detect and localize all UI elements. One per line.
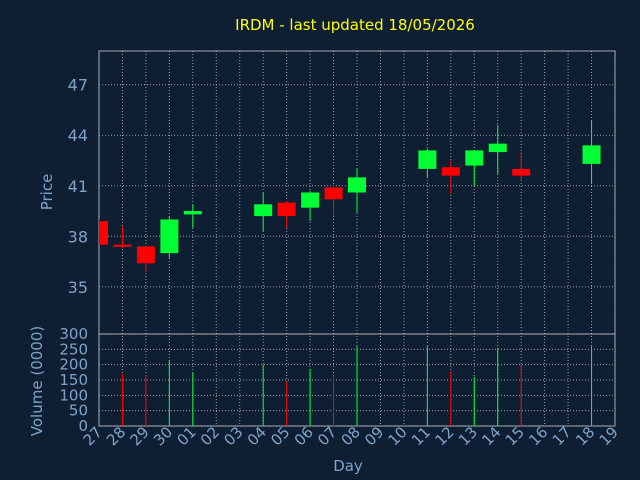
volume-tick-label: 50 bbox=[69, 402, 88, 420]
candle-body bbox=[418, 150, 437, 169]
candle-body bbox=[183, 211, 202, 215]
x-tick-label: 29 bbox=[127, 423, 153, 449]
volume-tick-label: 150 bbox=[59, 371, 88, 389]
chart-title: IRDM - last updated 18/05/2026 bbox=[235, 16, 475, 34]
x-tick-label: 03 bbox=[220, 423, 246, 449]
volume-tick-label: 300 bbox=[59, 325, 88, 343]
candles bbox=[99, 120, 601, 272]
x-tick-label: 02 bbox=[197, 423, 223, 449]
x-tick-label: 06 bbox=[291, 423, 317, 449]
candle-body bbox=[254, 204, 273, 217]
candle-body bbox=[441, 167, 460, 176]
candle-body bbox=[301, 192, 320, 208]
price-tick-label: 38 bbox=[68, 227, 88, 246]
volume-panel: 0501001502002503002728293001020304050607… bbox=[59, 325, 621, 449]
price-tick-label: 35 bbox=[68, 278, 88, 297]
x-tick-label: 10 bbox=[385, 423, 411, 449]
x-tick-label: 28 bbox=[103, 423, 129, 449]
volume-tick-label: 100 bbox=[59, 386, 88, 404]
candle-body bbox=[488, 143, 507, 153]
x-tick-label: 13 bbox=[455, 423, 481, 449]
candle-body bbox=[113, 244, 132, 247]
price-tick-label: 41 bbox=[68, 177, 88, 196]
x-axis-label: Day bbox=[333, 457, 363, 475]
candle-body bbox=[277, 202, 296, 217]
x-tick-label: 16 bbox=[525, 423, 551, 449]
candle-body bbox=[136, 246, 155, 264]
x-tick-label: 04 bbox=[244, 423, 270, 449]
x-tick-label: 07 bbox=[314, 423, 340, 449]
x-tick-label: 17 bbox=[549, 423, 575, 449]
volume-tick-label: 250 bbox=[59, 340, 88, 358]
x-tick-label: 30 bbox=[150, 423, 176, 449]
candle-body bbox=[160, 219, 179, 254]
x-tick-label: 12 bbox=[431, 423, 457, 449]
volume-tick-label: 0 bbox=[78, 417, 88, 435]
candle-body bbox=[324, 187, 343, 200]
candle-body bbox=[99, 221, 108, 245]
x-tick-label: 14 bbox=[478, 423, 504, 449]
volume-axis-label: Volume (0000) bbox=[28, 326, 46, 436]
price-tick-label: 47 bbox=[68, 76, 88, 95]
x-tick-label: 05 bbox=[267, 423, 293, 449]
candle-body bbox=[512, 168, 531, 176]
x-tick-label: 09 bbox=[361, 423, 387, 449]
candle-body bbox=[465, 150, 484, 166]
x-tick-label: 19 bbox=[596, 423, 622, 449]
price-axis-label: Price bbox=[38, 174, 56, 211]
x-tick-label: 01 bbox=[173, 423, 199, 449]
candle-body bbox=[582, 145, 601, 164]
candle-body bbox=[348, 177, 366, 193]
volume-tick-label: 200 bbox=[59, 356, 88, 374]
x-tick-label: 08 bbox=[338, 423, 364, 449]
price-tick-label: 44 bbox=[68, 126, 88, 145]
price-panel: 35 38 41 44 47 bbox=[68, 50, 616, 427]
x-tick-label: 11 bbox=[408, 423, 434, 449]
x-tick-label: 18 bbox=[572, 423, 598, 449]
x-tick-label: 15 bbox=[502, 423, 528, 449]
